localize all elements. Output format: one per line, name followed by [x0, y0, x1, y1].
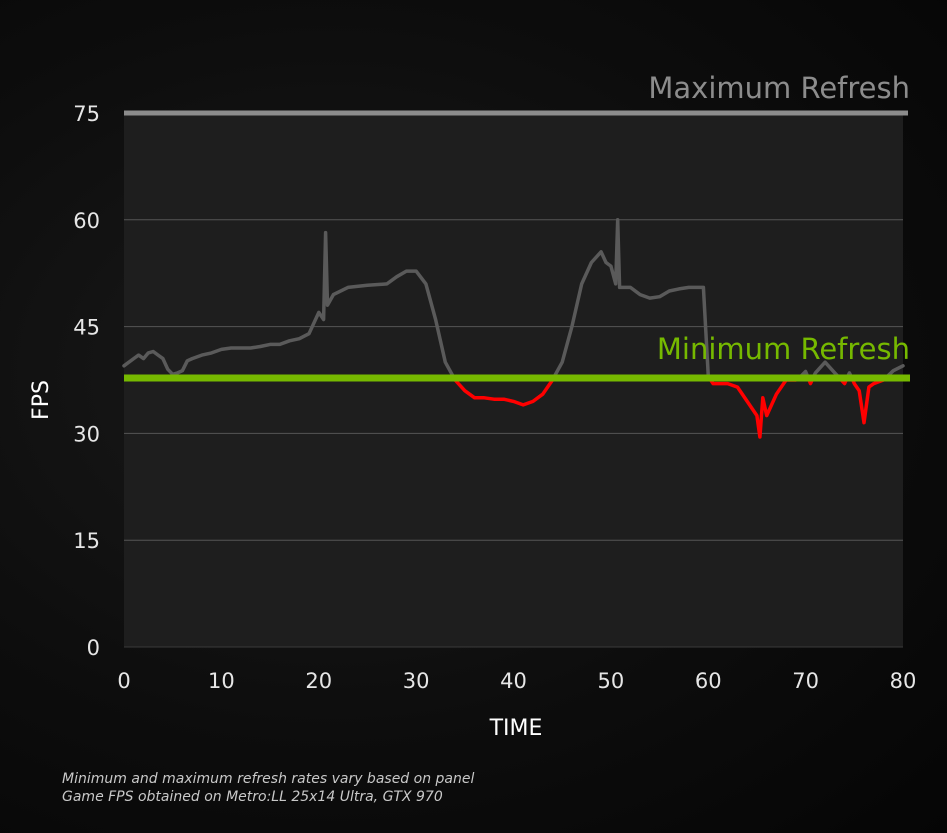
x-tick-label: 0	[117, 669, 130, 693]
y-tick-label: 75	[73, 102, 100, 126]
x-tick-label: 80	[890, 669, 917, 693]
y-tick-label: 45	[73, 316, 100, 340]
fps-segment-below-min	[706, 374, 803, 439]
y-axis-title: FPS	[29, 380, 54, 420]
footnote-panel: Minimum and maximum refresh rates vary b…	[62, 771, 475, 787]
x-tick-label: 70	[792, 669, 819, 693]
x-tick-label: 10	[208, 669, 235, 693]
maximum-refresh-label: Maximum Refresh	[648, 71, 910, 105]
x-axis-ticks: 0 10 20 30 40 50 60 70 80	[117, 669, 916, 693]
y-tick-label: 30	[73, 422, 100, 446]
x-tick-label: 30	[403, 669, 430, 693]
fps-segment-below-min	[451, 374, 557, 407]
x-tick-label: 60	[695, 669, 722, 693]
x-tick-label: 50	[598, 669, 625, 693]
fps-segment-above-min	[552, 218, 711, 379]
y-axis-ticks: 0 15 30 45 60 75	[73, 102, 100, 660]
fps-segment-above-min	[811, 360, 840, 379]
reference-lines: Maximum Refresh Minimum Refresh	[124, 71, 910, 382]
minimum-refresh-label: Minimum Refresh	[657, 332, 910, 366]
x-axis-title: TIME	[489, 716, 543, 741]
y-tick-label: 15	[73, 529, 100, 553]
x-tick-label: 20	[305, 669, 332, 693]
x-tick-label: 40	[500, 669, 527, 693]
y-tick-label: 60	[73, 209, 100, 233]
y-tick-label: 0	[87, 636, 100, 660]
grid-lines	[124, 219, 903, 648]
footnote-source: Game FPS obtained on Metro:LL 25x14 Ultr…	[62, 789, 443, 805]
fps-segment-above-min	[122, 230, 455, 379]
